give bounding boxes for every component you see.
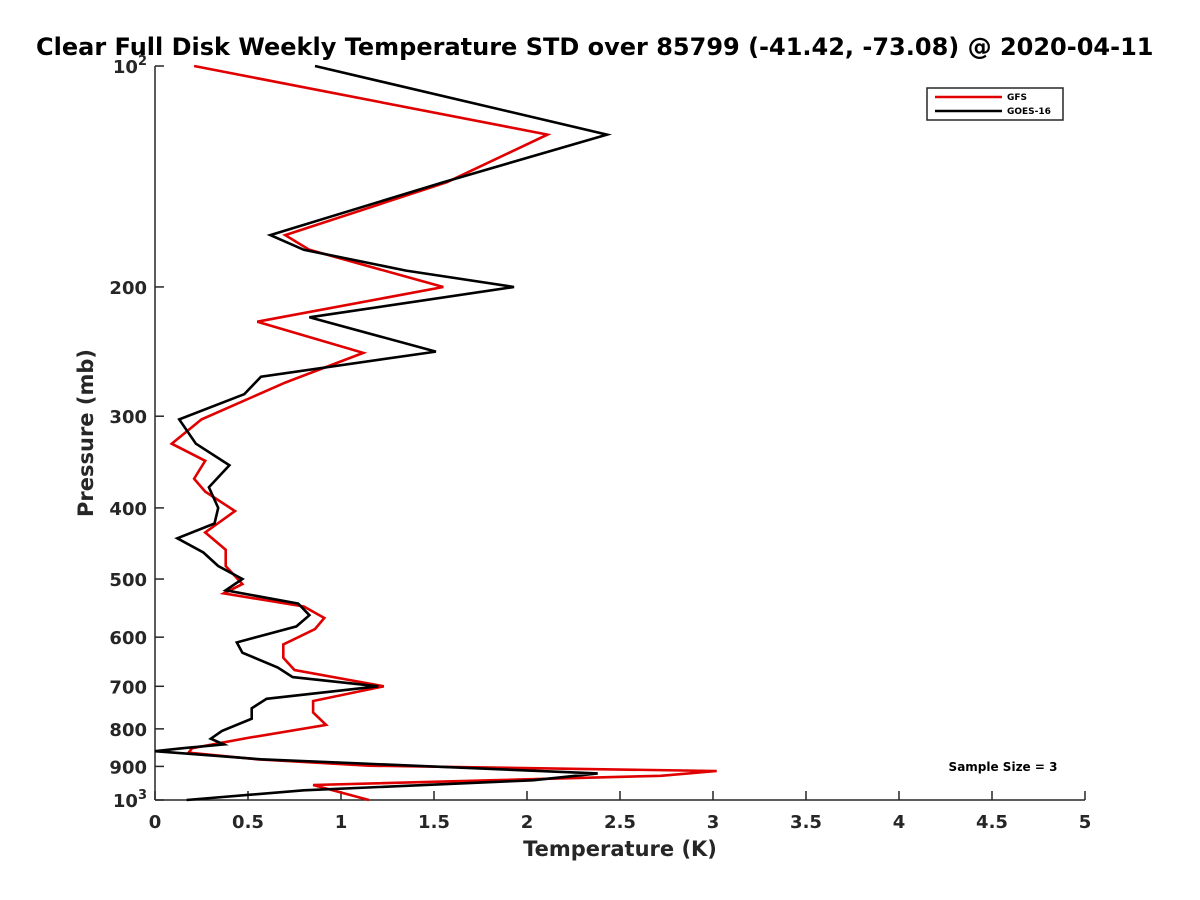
y-tick-label: 600 (109, 628, 147, 649)
x-axis-ticks: 0 0.5 1 1.5 2 2.5 3 3.5 4 4.5 5 (149, 791, 1092, 833)
y-tick-label: 800 (109, 720, 147, 741)
y-tick-label: 700 (109, 677, 147, 698)
x-tick-label: 3 (707, 812, 720, 833)
legend-box (926, 87, 1064, 121)
x-tick-label: 1 (335, 812, 348, 833)
legend-entry-label: GFS (1007, 93, 1027, 103)
series-line-gfs (169, 64, 717, 802)
legend: GFS GOES-16 (926, 87, 1064, 121)
y-tick-label: 102 (113, 54, 147, 78)
series-line-goes-16 (154, 64, 613, 802)
x-tick-label: 2 (521, 812, 534, 833)
y-tick-label: 300 (109, 407, 147, 428)
chart-title: Clear Full Disk Weekly Temperature STD o… (36, 33, 1153, 61)
y-tick-label: 103 (113, 788, 147, 812)
x-tick-label: 0.5 (232, 812, 264, 833)
x-tick-label: 4 (893, 812, 906, 833)
y-tick-label: 500 (109, 570, 147, 591)
x-tick-label: 3.5 (790, 812, 822, 833)
legend-entry-label: GOES-16 (1007, 107, 1051, 117)
y-tick-label: 400 (109, 499, 147, 520)
x-tick-label: 4.5 (976, 812, 1008, 833)
x-axis-label: Temperature (K) (523, 837, 717, 861)
x-tick-label: 2.5 (604, 812, 636, 833)
y-tick-label: 900 (109, 757, 147, 778)
x-tick-label: 5 (1079, 812, 1092, 833)
x-tick-label: 0 (149, 812, 162, 833)
y-axis-label: Pressure (mb) (74, 349, 98, 517)
y-tick-label: 200 (109, 278, 147, 299)
series-layer (154, 64, 717, 802)
y-axis-ticks: 102 200 300 400 500 600 700 800 900 103 (109, 54, 164, 812)
x-tick-label: 1.5 (418, 812, 450, 833)
sample-size-annotation: Sample Size = 3 (949, 760, 1058, 774)
